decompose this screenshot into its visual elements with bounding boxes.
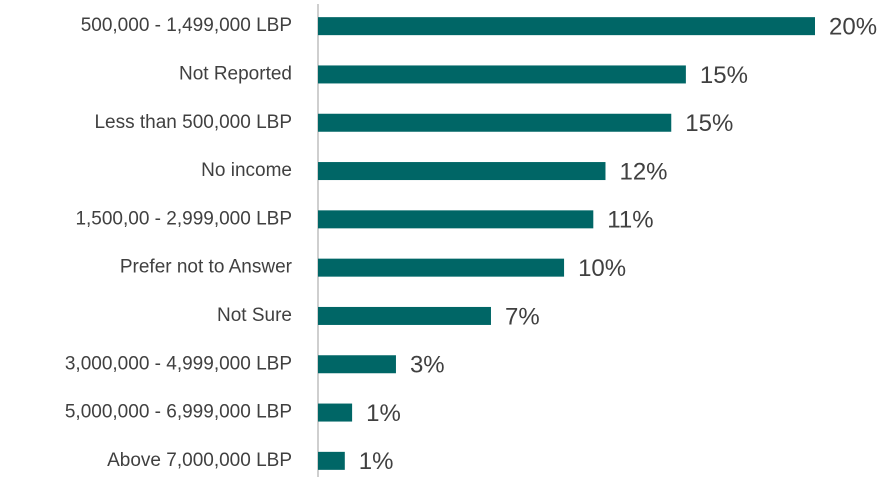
category-label: Less than 500,000 LBP [94,112,292,133]
value-label: 1% [359,448,394,475]
category-label: Not Sure [217,305,292,326]
category-label: Not Reported [179,63,292,84]
value-label: 15% [700,62,748,89]
value-label: 10% [578,255,626,282]
bar [318,17,815,36]
bar [318,355,396,374]
value-label: 20% [829,13,877,40]
category-label: No income [201,160,292,181]
bar [318,451,345,470]
value-label: 7% [505,303,540,330]
bar [318,162,606,181]
category-label: 5,000,000 - 6,999,000 LBP [65,402,292,423]
bar [318,258,565,277]
value-label: 11% [607,207,653,234]
value-label: 1% [366,400,401,427]
category-label: 3,000,000 - 4,999,000 LBP [65,353,292,374]
category-label: 1,500,00 - 2,999,000 LBP [75,208,292,229]
category-label: Above 7,000,000 LBP [107,450,292,471]
bar [318,306,491,325]
category-label: Prefer not to Answer [120,257,293,278]
value-label: 15% [685,110,733,137]
bar [318,403,353,422]
value-label: 12% [619,158,667,185]
category-label: 500,000 - 1,499,000 LBP [81,15,292,36]
value-label: 3% [410,352,445,379]
bar [318,65,686,84]
bar [318,210,594,229]
bar [318,113,672,132]
